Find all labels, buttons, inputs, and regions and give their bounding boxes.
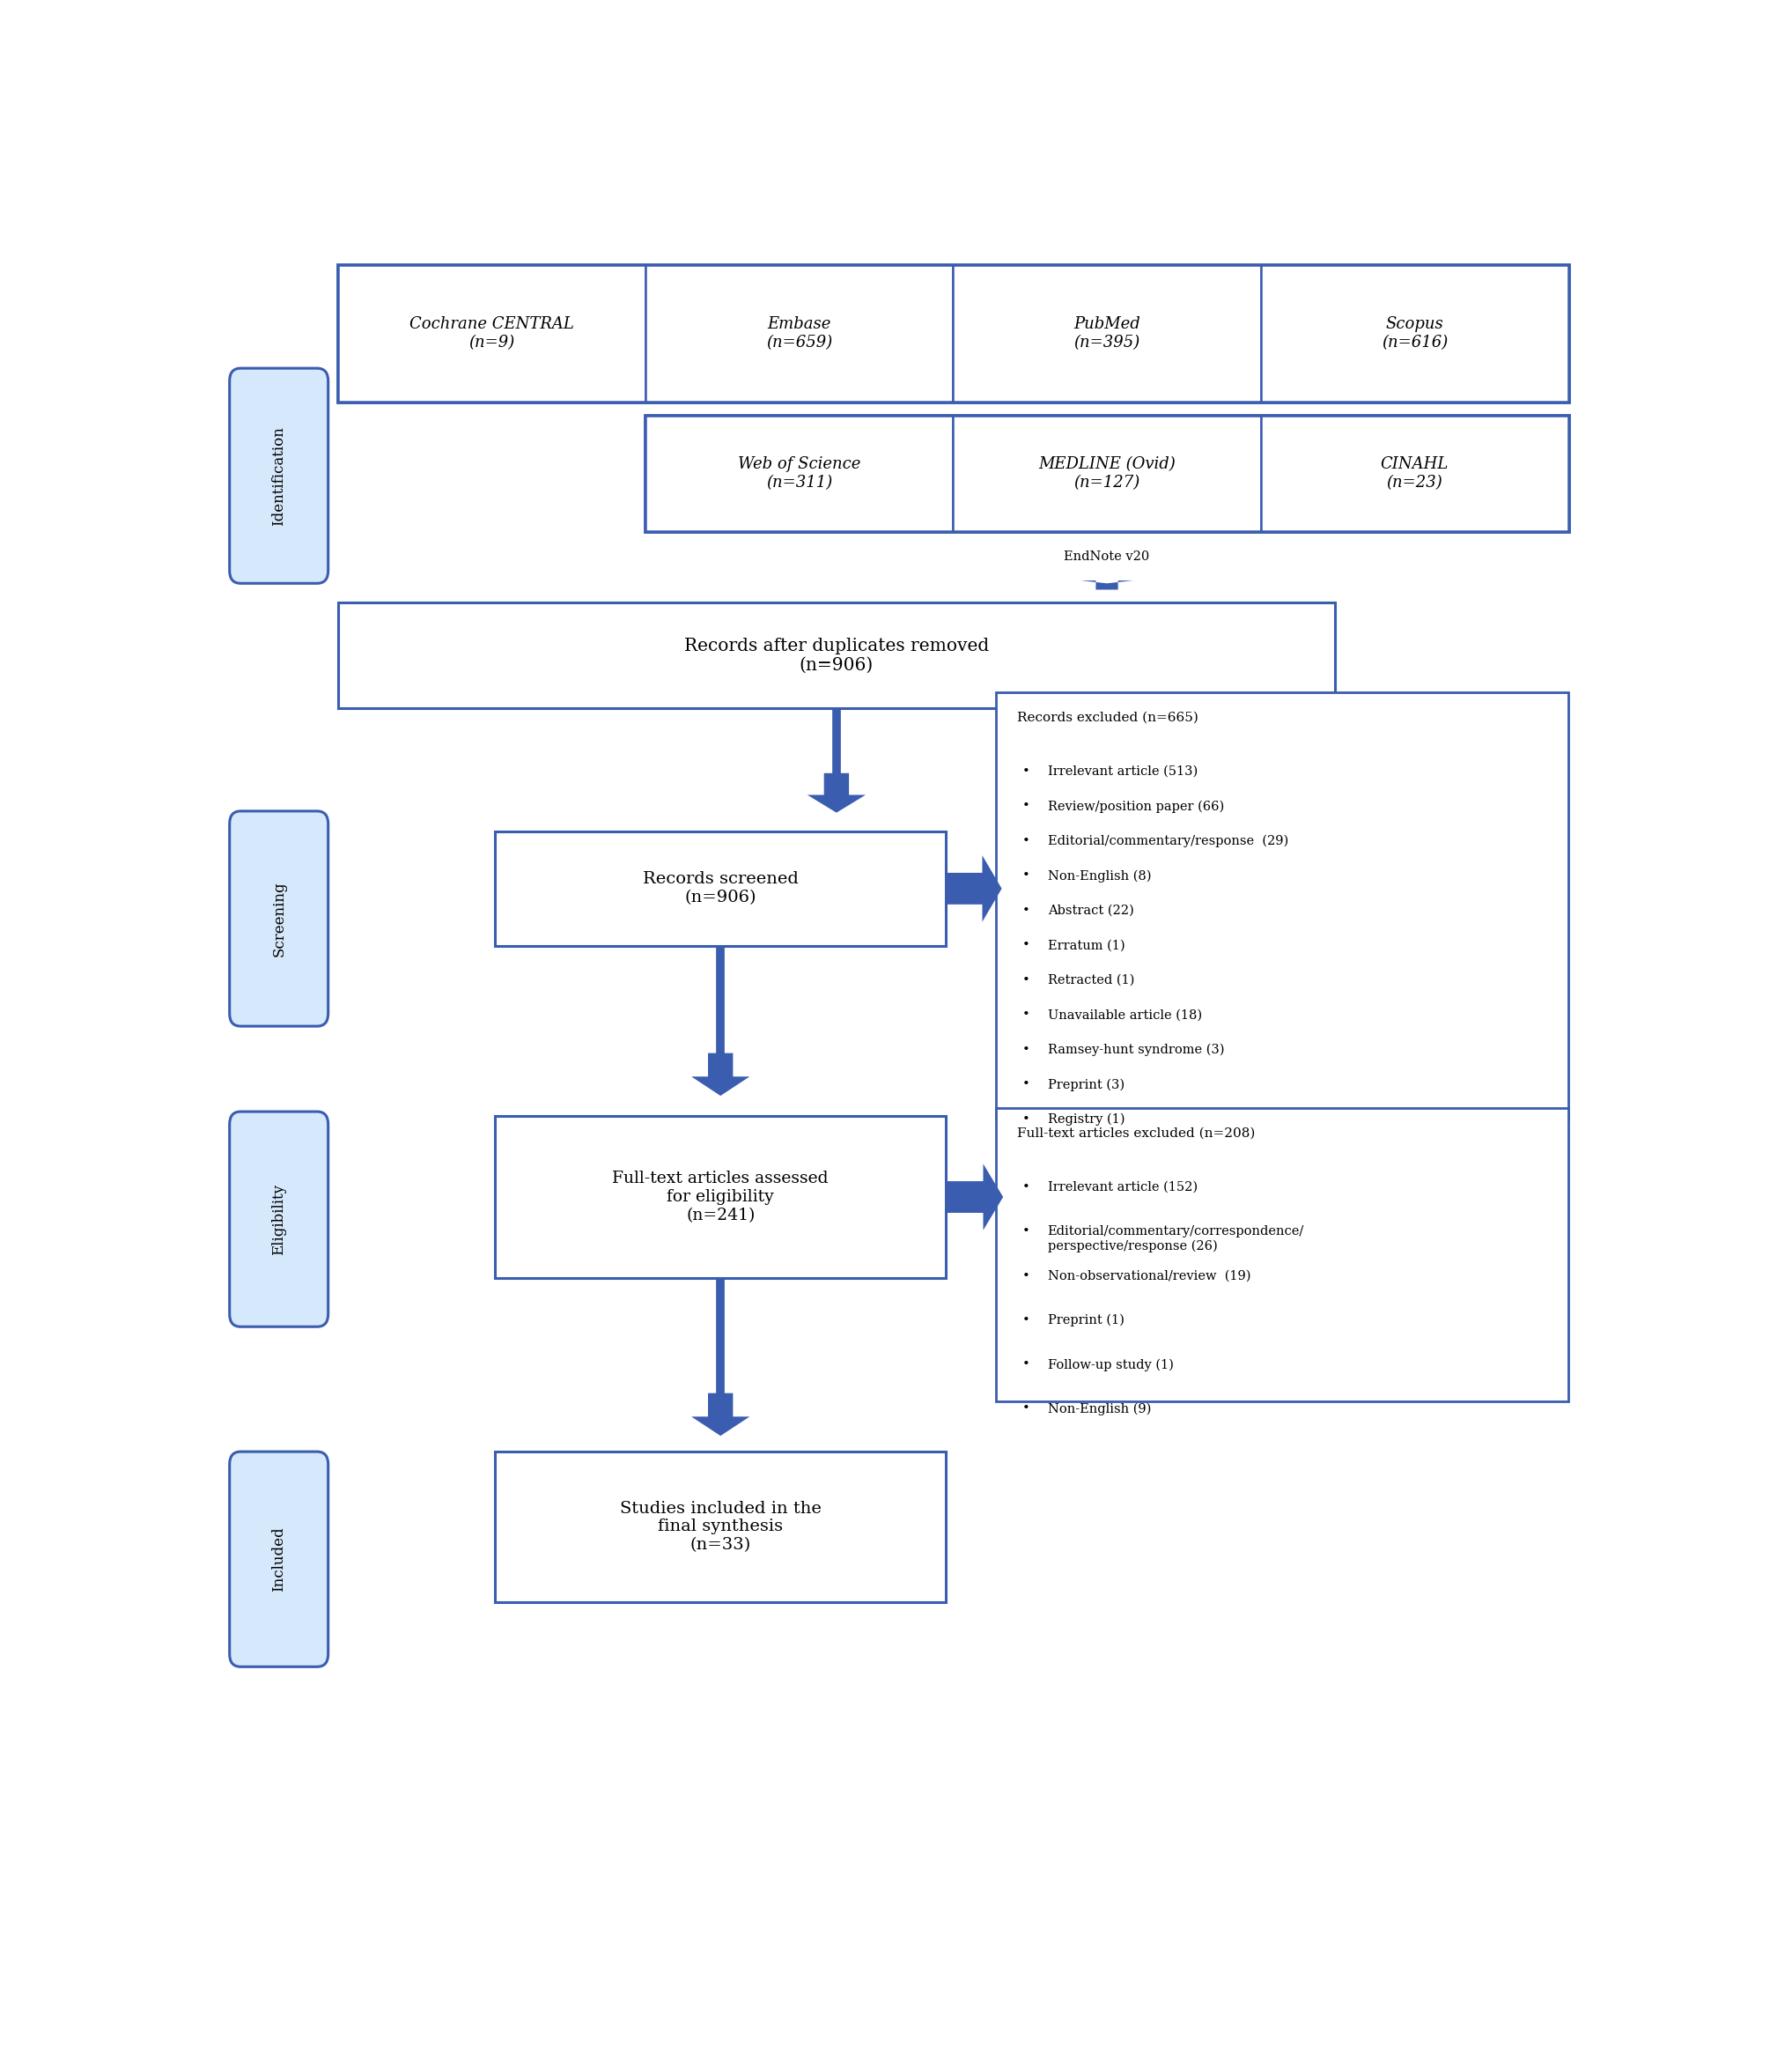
Text: EndNote v20: EndNote v20 xyxy=(1064,550,1150,563)
Text: Included: Included xyxy=(271,1526,287,1592)
Text: •: • xyxy=(1023,1315,1030,1327)
FancyArrow shape xyxy=(692,1054,749,1095)
Text: •: • xyxy=(1023,1078,1030,1091)
Text: Preprint (3): Preprint (3) xyxy=(1048,1078,1124,1091)
FancyBboxPatch shape xyxy=(953,265,1262,401)
Text: Retracted (1): Retracted (1) xyxy=(1048,974,1134,986)
FancyBboxPatch shape xyxy=(996,1109,1568,1401)
FancyBboxPatch shape xyxy=(339,602,1335,709)
Text: •: • xyxy=(1023,939,1030,951)
Text: •: • xyxy=(1023,904,1030,916)
Text: CINAHL
(n=23): CINAHL (n=23) xyxy=(1380,456,1448,491)
Text: •: • xyxy=(1023,869,1030,881)
Text: Records screened
(n=906): Records screened (n=906) xyxy=(643,871,799,906)
Text: Review/position paper (66): Review/position paper (66) xyxy=(1048,801,1224,813)
Text: •: • xyxy=(1023,766,1030,778)
Text: •: • xyxy=(1023,1269,1030,1282)
FancyArrow shape xyxy=(692,1393,749,1436)
FancyArrow shape xyxy=(1081,581,1133,589)
Text: Erratum (1): Erratum (1) xyxy=(1048,939,1125,951)
Text: Non-English (8): Non-English (8) xyxy=(1048,869,1150,883)
FancyBboxPatch shape xyxy=(229,811,328,1027)
Text: Screening: Screening xyxy=(271,881,287,957)
Text: Ramsey-hunt syndrome (3): Ramsey-hunt syndrome (3) xyxy=(1048,1043,1224,1056)
FancyBboxPatch shape xyxy=(495,832,946,945)
Text: Abstract (22): Abstract (22) xyxy=(1048,904,1134,916)
FancyBboxPatch shape xyxy=(645,265,953,401)
Text: •: • xyxy=(1023,1043,1030,1056)
FancyBboxPatch shape xyxy=(996,692,1568,1119)
Text: Registry (1): Registry (1) xyxy=(1048,1113,1125,1126)
FancyArrow shape xyxy=(946,1165,1004,1230)
FancyBboxPatch shape xyxy=(953,415,1262,532)
Text: •: • xyxy=(1023,834,1030,846)
FancyBboxPatch shape xyxy=(229,368,328,583)
FancyBboxPatch shape xyxy=(495,1452,946,1602)
FancyBboxPatch shape xyxy=(1262,265,1568,401)
FancyBboxPatch shape xyxy=(495,1117,946,1278)
FancyBboxPatch shape xyxy=(645,415,953,532)
Text: •: • xyxy=(1023,1358,1030,1370)
FancyBboxPatch shape xyxy=(1262,415,1568,532)
Text: Identification: Identification xyxy=(271,425,287,526)
FancyBboxPatch shape xyxy=(339,265,645,401)
Text: Records excluded (n=665): Records excluded (n=665) xyxy=(1018,711,1199,723)
Text: Studies included in the
final synthesis
(n=33): Studies included in the final synthesis … xyxy=(620,1501,821,1553)
Text: Non-English (9): Non-English (9) xyxy=(1048,1403,1150,1415)
Text: Irrelevant article (513): Irrelevant article (513) xyxy=(1048,766,1197,778)
Text: Records after duplicates removed
(n=906): Records after duplicates removed (n=906) xyxy=(685,637,989,674)
Text: •: • xyxy=(1023,974,1030,986)
Text: •: • xyxy=(1023,801,1030,813)
Text: MEDLINE (Ovid)
(n=127): MEDLINE (Ovid) (n=127) xyxy=(1038,456,1176,491)
Text: Cochrane CENTRAL
(n=9): Cochrane CENTRAL (n=9) xyxy=(409,316,573,351)
Text: Web of Science
(n=311): Web of Science (n=311) xyxy=(738,456,860,491)
Text: Full-text articles assessed
for eligibility
(n=241): Full-text articles assessed for eligibil… xyxy=(613,1171,828,1224)
Text: •: • xyxy=(1023,1113,1030,1126)
Text: Full-text articles excluded (n=208): Full-text articles excluded (n=208) xyxy=(1018,1128,1254,1140)
Text: •: • xyxy=(1023,1009,1030,1021)
FancyArrow shape xyxy=(946,854,1002,922)
Text: Editorial/commentary/correspondence/
perspective/response (26): Editorial/commentary/correspondence/ per… xyxy=(1048,1226,1305,1253)
Text: •: • xyxy=(1023,1403,1030,1415)
Text: Follow-up study (1): Follow-up study (1) xyxy=(1048,1358,1174,1370)
Text: Eligibility: Eligibility xyxy=(271,1183,287,1255)
Text: PubMed
(n=395): PubMed (n=395) xyxy=(1073,316,1140,351)
FancyBboxPatch shape xyxy=(229,1452,328,1666)
Text: Scopus
(n=616): Scopus (n=616) xyxy=(1382,316,1448,351)
Text: Unavailable article (18): Unavailable article (18) xyxy=(1048,1009,1202,1021)
Text: Irrelevant article (152): Irrelevant article (152) xyxy=(1048,1181,1197,1193)
FancyBboxPatch shape xyxy=(229,1111,328,1327)
FancyArrow shape xyxy=(808,772,866,813)
Text: •: • xyxy=(1023,1226,1030,1239)
Text: Embase
(n=659): Embase (n=659) xyxy=(767,316,833,351)
Text: Non-observational/review  (19): Non-observational/review (19) xyxy=(1048,1269,1251,1282)
Text: •: • xyxy=(1023,1181,1030,1193)
Text: Preprint (1): Preprint (1) xyxy=(1048,1315,1124,1327)
Text: Editorial/commentary/response  (29): Editorial/commentary/response (29) xyxy=(1048,834,1288,848)
